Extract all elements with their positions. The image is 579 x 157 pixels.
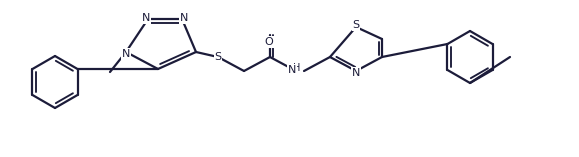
Text: S: S xyxy=(214,52,222,62)
Text: N: N xyxy=(142,13,150,23)
Text: H: H xyxy=(294,63,301,73)
Text: S: S xyxy=(353,20,360,30)
Text: N: N xyxy=(122,49,130,59)
Text: N: N xyxy=(352,68,360,78)
Text: O: O xyxy=(265,37,273,47)
Text: N: N xyxy=(180,13,188,23)
Text: N: N xyxy=(288,65,296,75)
